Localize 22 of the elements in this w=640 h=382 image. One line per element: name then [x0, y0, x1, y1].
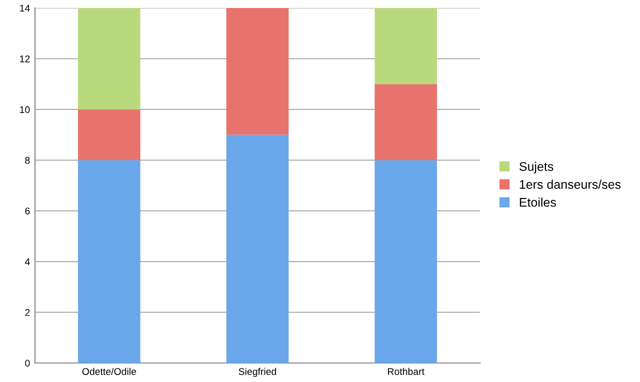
y-tick-label: 14 [20, 4, 30, 12]
bar [374, 160, 437, 363]
y-tick-label: 4 [24, 258, 30, 266]
bar [226, 134, 289, 363]
x-tick-label: Rothbart [388, 368, 424, 375]
x-tick-label: Odette/Odile [82, 368, 136, 375]
bar [374, 84, 437, 160]
y-tick-label: 10 [20, 106, 30, 114]
y-tick-label: 2 [25, 309, 30, 316]
bar [78, 8, 140, 110]
legend-label: Sujets [519, 162, 554, 174]
bar [374, 8, 437, 84]
x-tick-label: Siegfried [238, 368, 276, 377]
bar [226, 8, 289, 135]
y-tick-label: 0 [25, 360, 30, 367]
y-tick-label: 12 [20, 55, 30, 62]
y-tick-label: 8 [25, 156, 30, 164]
legend-label: 1ers danseurs/ses [520, 180, 621, 189]
y-tick-label: 6 [25, 208, 30, 214]
legend-label: Etoiles [520, 198, 556, 207]
bar [78, 160, 140, 363]
bar [78, 109, 140, 160]
